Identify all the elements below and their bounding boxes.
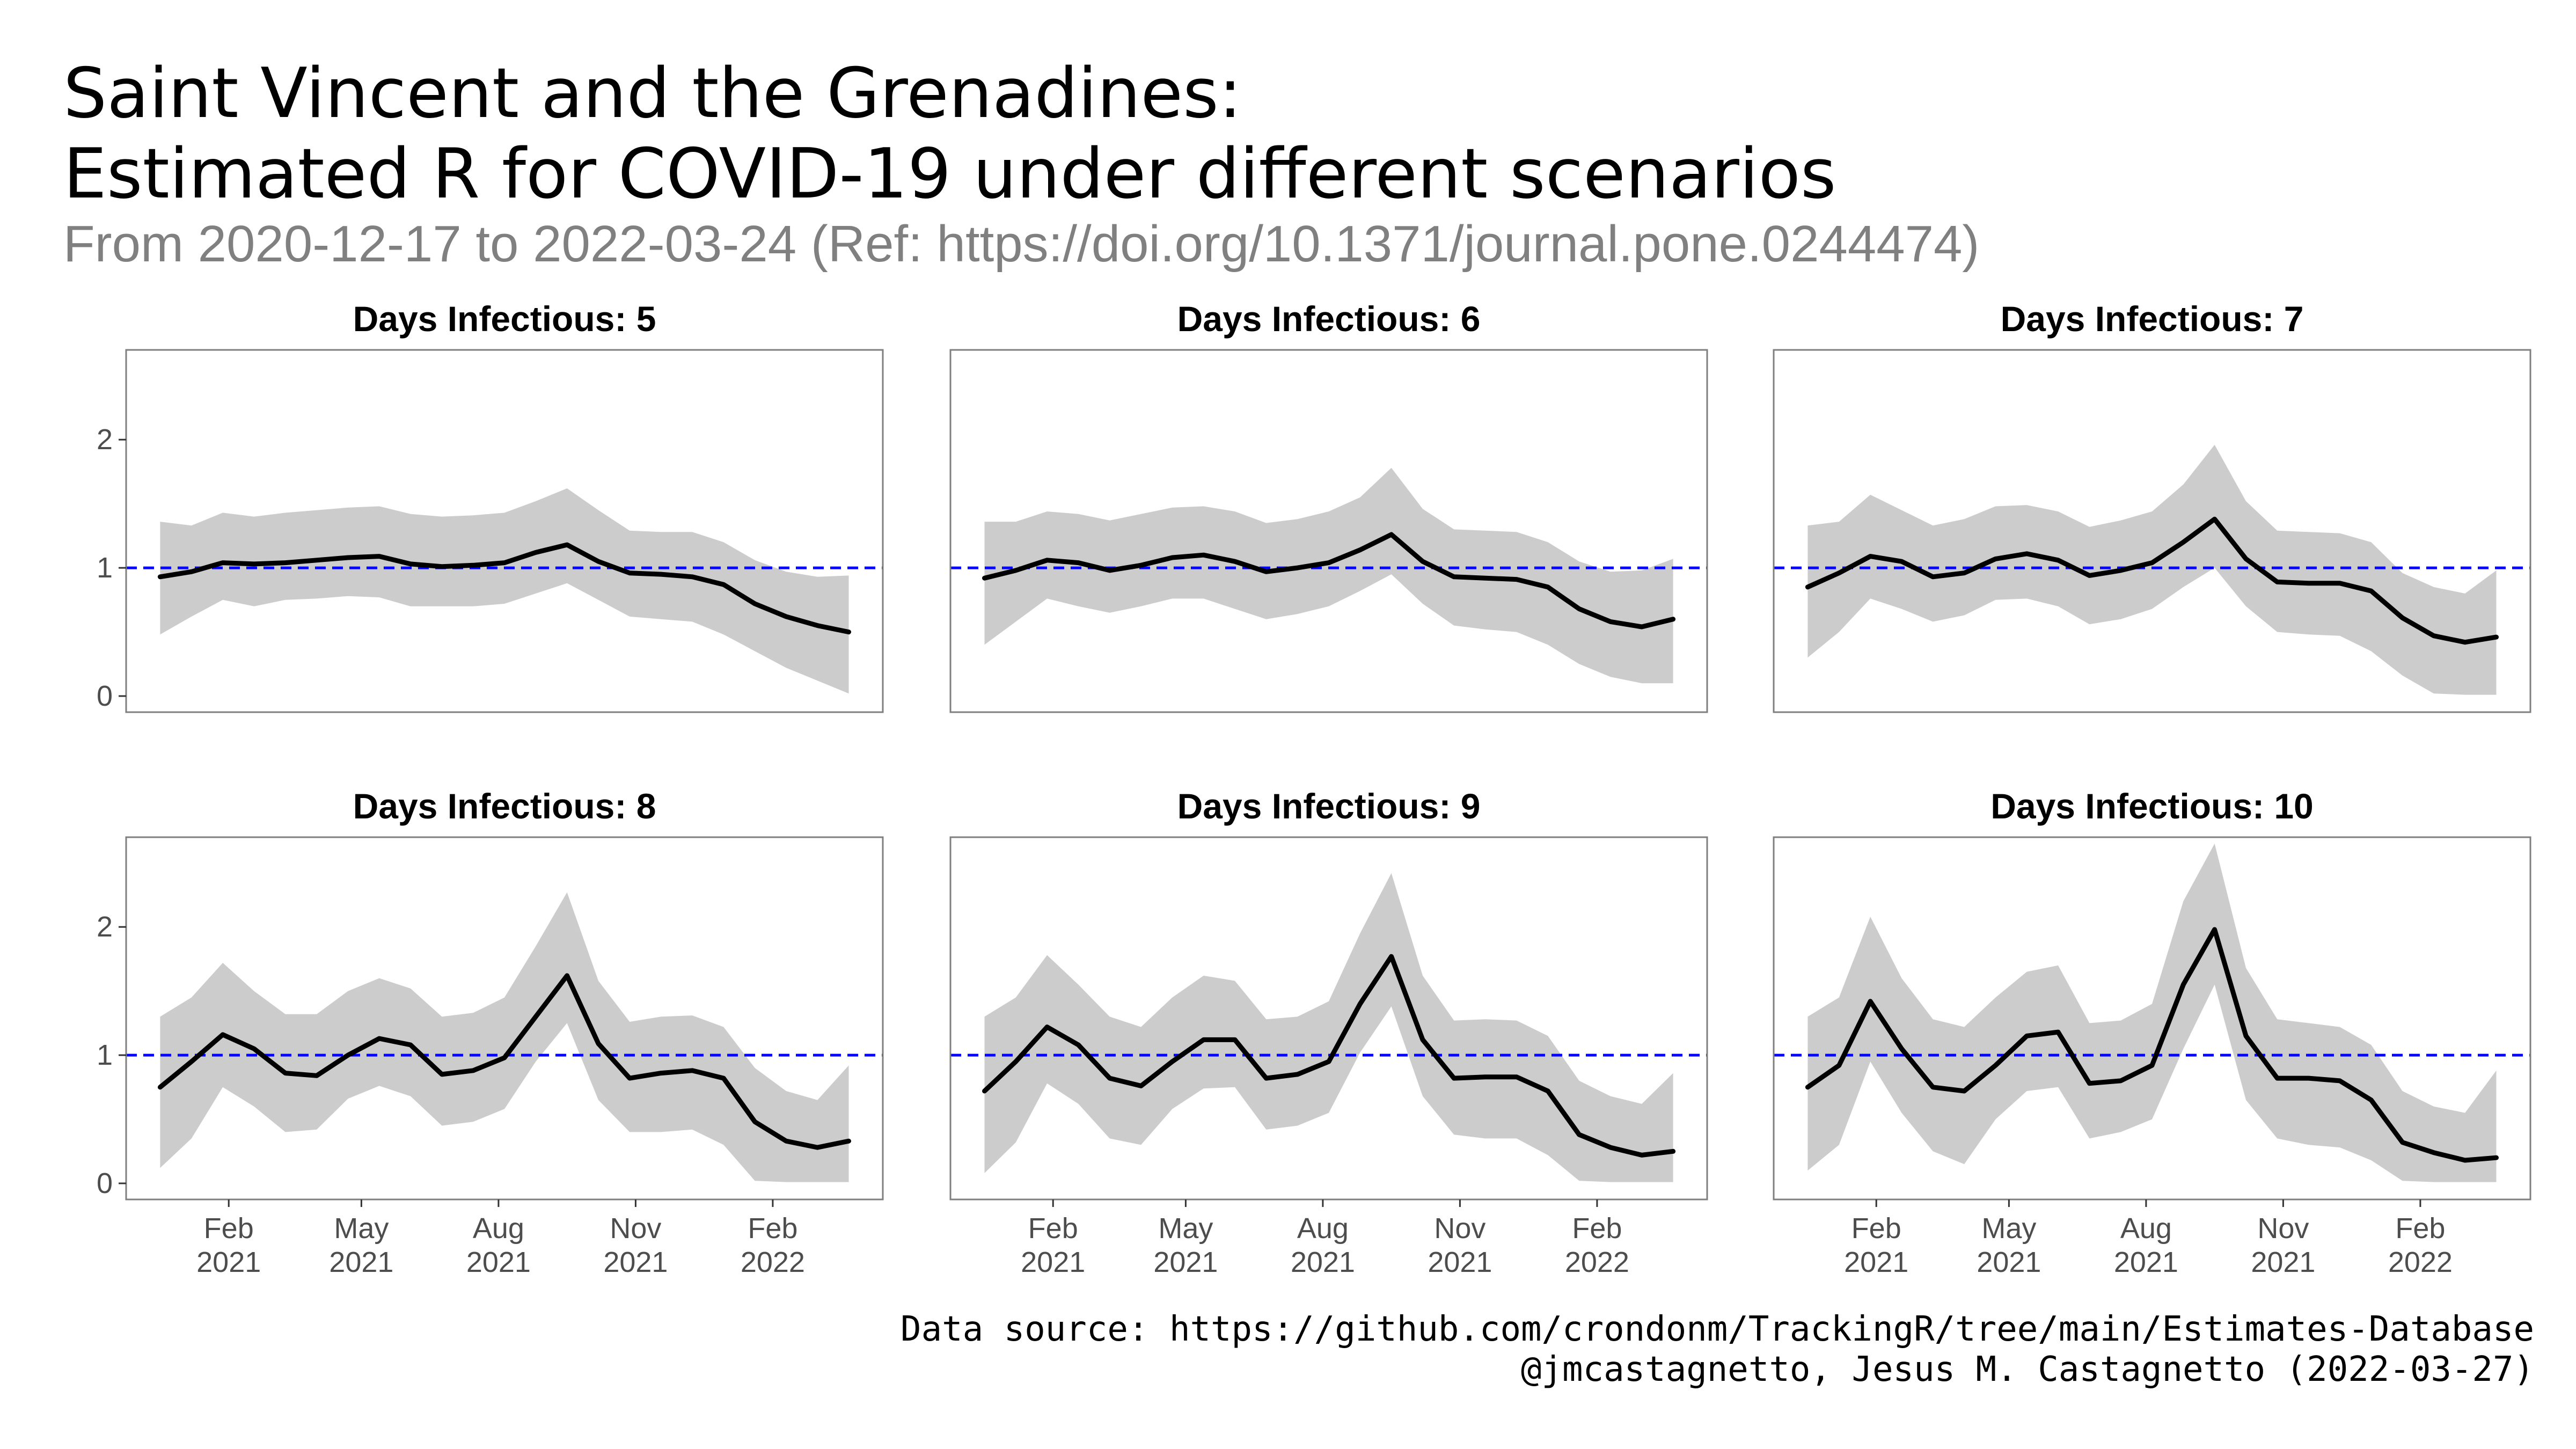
y-tick-label: 0	[97, 1167, 113, 1199]
x-tick-label-month: May	[1981, 1212, 2036, 1245]
x-tick-label-month: May	[1158, 1212, 1213, 1245]
x-tick-label-year: 2021	[2114, 1246, 2178, 1278]
data-source-caption: Data source: https://github.com/crondonm…	[901, 1309, 2534, 1349]
r-estimate-line	[1805, 516, 2499, 645]
x-tick-label-year: 2021	[2251, 1246, 2315, 1278]
facet-title: Days Infectious: 6	[1177, 299, 1481, 339]
panel-border	[949, 349, 1708, 713]
x-tick-label-year: 2022	[2388, 1246, 2453, 1278]
confidence-band	[160, 892, 849, 1182]
x-tick-label-year: 2021	[1977, 1246, 2041, 1278]
x-tick-label-year: 2021	[1021, 1246, 1085, 1278]
x-tick-label-year: 2021	[466, 1246, 531, 1278]
y-tick-label: 2	[97, 423, 113, 456]
facet-title: Days Infectious: 10	[1990, 786, 2314, 826]
facet-title: Days Infectious: 9	[1177, 786, 1481, 826]
x-tick-label-month: Nov	[2257, 1212, 2309, 1245]
x-tick-label-month: Nov	[610, 1212, 661, 1245]
y-tick-label: 1	[97, 1039, 113, 1071]
x-tick-label-year: 2021	[329, 1246, 393, 1278]
x-tick-label-month: Aug	[2120, 1212, 2172, 1245]
confidence-band	[160, 488, 849, 694]
facet-panel: Days Infectious: 5 0 1 2	[97, 299, 884, 713]
x-tick-label-month: Aug	[1297, 1212, 1349, 1245]
x-tick-label-month: Feb	[1851, 1212, 1901, 1245]
facet-panel: Days Infectious: 9Feb2021May2021Aug2021N…	[949, 786, 1708, 1278]
facet-title: Days Infectious: 7	[2001, 299, 2304, 339]
facet-panel: Days Infectious: 10Feb2021May2021Aug2021…	[1773, 786, 2531, 1278]
confidence-band	[984, 467, 1673, 684]
y-tick-label: 1	[97, 552, 113, 584]
x-tick-label-year: 2021	[603, 1246, 668, 1278]
x-tick-label-month: Feb	[748, 1212, 797, 1245]
facet-panel: Days Infectious: 6	[949, 299, 1708, 713]
x-tick-label-month: Feb	[1572, 1212, 1622, 1245]
facet-panel: Days Infectious: 8012Feb2021May2021Aug20…	[97, 786, 884, 1278]
y-tick-label: 0	[97, 680, 113, 712]
facet-title: Days Infectious: 5	[353, 299, 656, 339]
x-tick-label-year: 2021	[1428, 1246, 1492, 1278]
r-estimate-line	[1805, 927, 2499, 1163]
x-tick-label-year: 2021	[1844, 1246, 1908, 1278]
x-tick-label-year: 2021	[1153, 1246, 1218, 1278]
x-tick-label-month: Feb	[2395, 1212, 2445, 1245]
confidence-band	[1807, 843, 2497, 1182]
panel-border	[125, 349, 884, 713]
x-tick-label-month: Aug	[473, 1212, 524, 1245]
confidence-band	[984, 873, 1673, 1182]
panel-border	[125, 836, 884, 1201]
x-tick-label-year: 2021	[1291, 1246, 1355, 1278]
x-tick-label-year: 2022	[1565, 1246, 1629, 1278]
r-estimate-line	[982, 954, 1676, 1158]
y-tick-label: 2	[97, 911, 113, 943]
x-tick-label-month: Feb	[1028, 1212, 1078, 1245]
panel-border	[1773, 836, 2531, 1201]
x-tick-label-month: Nov	[1434, 1212, 1485, 1245]
r-estimate-line	[157, 542, 851, 635]
panel-border	[949, 836, 1708, 1201]
facet-title: Days Infectious: 8	[353, 786, 656, 826]
chart-title-line2: Estimated R for COVID-19 under different…	[63, 134, 1836, 214]
r-estimate-line	[157, 973, 851, 1150]
author-caption: @jmcastagnetto, Jesus M. Castagnetto (20…	[1520, 1350, 2534, 1389]
chart-title-line1: Saint Vincent and the Grenadines:	[63, 54, 1242, 134]
panel-border	[1773, 349, 2531, 713]
confidence-band	[1807, 444, 2497, 695]
x-tick-label-month: May	[334, 1212, 389, 1245]
x-tick-label-year: 2022	[741, 1246, 805, 1278]
x-tick-label-month: Feb	[204, 1212, 254, 1245]
facet-panel: Days Infectious: 7	[1773, 299, 2531, 713]
x-tick-label-year: 2021	[196, 1246, 261, 1278]
r-estimate-line	[982, 532, 1676, 630]
chart-subtitle: From 2020-12-17 to 2022-03-24 (Ref: http…	[63, 215, 1980, 273]
